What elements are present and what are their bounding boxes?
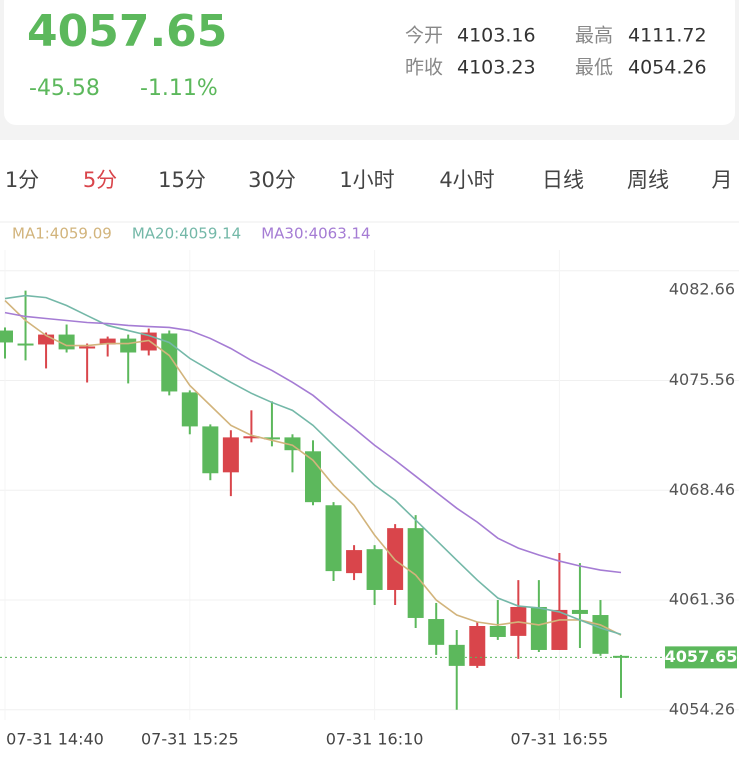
x-tick-label: 07-31 14:40 <box>6 730 104 749</box>
legend-entry: MA30:4063.14 <box>261 225 370 243</box>
candle-body <box>99 338 116 345</box>
tab[interactable]: 5分 <box>83 168 117 192</box>
stat-value: 4054.26 <box>628 57 707 79</box>
y-tick-label: 4054.26 <box>669 699 735 718</box>
x-tick-label: 07-31 16:55 <box>511 730 609 749</box>
ma-line <box>4 311 622 574</box>
header-card <box>4 0 735 125</box>
candle-body <box>17 343 34 346</box>
y-tick-label: 4082.66 <box>669 280 735 299</box>
candle-body <box>325 505 342 572</box>
candle-body <box>428 619 445 645</box>
last-price-box <box>665 646 737 669</box>
tab[interactable]: 1分 <box>5 168 39 192</box>
ma-line <box>4 294 622 636</box>
tab[interactable]: 月 <box>712 168 733 192</box>
candle-body <box>530 606 547 650</box>
tab[interactable]: 周线 <box>627 168 669 192</box>
candle-body <box>79 346 96 349</box>
tab[interactable]: 4小时 <box>439 168 494 192</box>
candle-body <box>161 333 178 392</box>
last-price-label: 4057.65 <box>665 647 738 666</box>
stat-value: 4103.16 <box>457 25 536 47</box>
tab[interactable]: 日线 <box>542 168 584 192</box>
candle-body <box>202 426 219 474</box>
candle-body <box>181 392 198 427</box>
stat-label: 最低 <box>575 57 613 79</box>
candle-body <box>38 334 55 345</box>
x-tick-label: 07-31 15:25 <box>141 730 239 749</box>
candle-body <box>366 549 383 590</box>
candle-body <box>469 626 486 666</box>
candle-body <box>489 626 506 637</box>
candle-body <box>571 609 588 614</box>
tab[interactable]: 15分 <box>158 168 206 192</box>
y-tick-label: 4061.36 <box>669 590 735 609</box>
y-tick-label: 4068.46 <box>669 480 735 499</box>
candle-body <box>346 550 363 574</box>
candle-body <box>613 655 629 658</box>
candle-body <box>120 338 137 353</box>
stat-label: 昨收 <box>405 57 443 79</box>
legend-entry: MA20:4059.14 <box>132 225 241 243</box>
candle-body <box>592 615 609 654</box>
tab[interactable]: 1小时 <box>339 168 394 192</box>
candle-body <box>0 330 13 343</box>
candle-body <box>243 436 260 439</box>
candle-body <box>448 644 465 666</box>
ma-line <box>4 299 622 636</box>
stat-label: 最高 <box>575 25 613 47</box>
change: -45.58 <box>29 76 100 101</box>
y-tick-label: 4075.56 <box>669 370 735 389</box>
stat-label: 今开 <box>405 25 443 47</box>
stat-value: 4103.23 <box>457 57 536 79</box>
candle-body <box>407 528 424 618</box>
candle-body <box>263 437 280 440</box>
stat-value: 4111.72 <box>628 25 707 47</box>
candle-body <box>284 437 301 451</box>
tab[interactable]: 30分 <box>248 168 296 192</box>
change-pct: -1.11% <box>140 76 218 101</box>
candle-body <box>551 609 568 650</box>
legend-entry: MA1:4059.09 <box>12 225 112 243</box>
x-tick-label: 07-31 16:10 <box>326 730 424 749</box>
price: 4057.65 <box>27 6 227 57</box>
candle-body <box>305 451 321 503</box>
candle-body <box>222 437 239 473</box>
